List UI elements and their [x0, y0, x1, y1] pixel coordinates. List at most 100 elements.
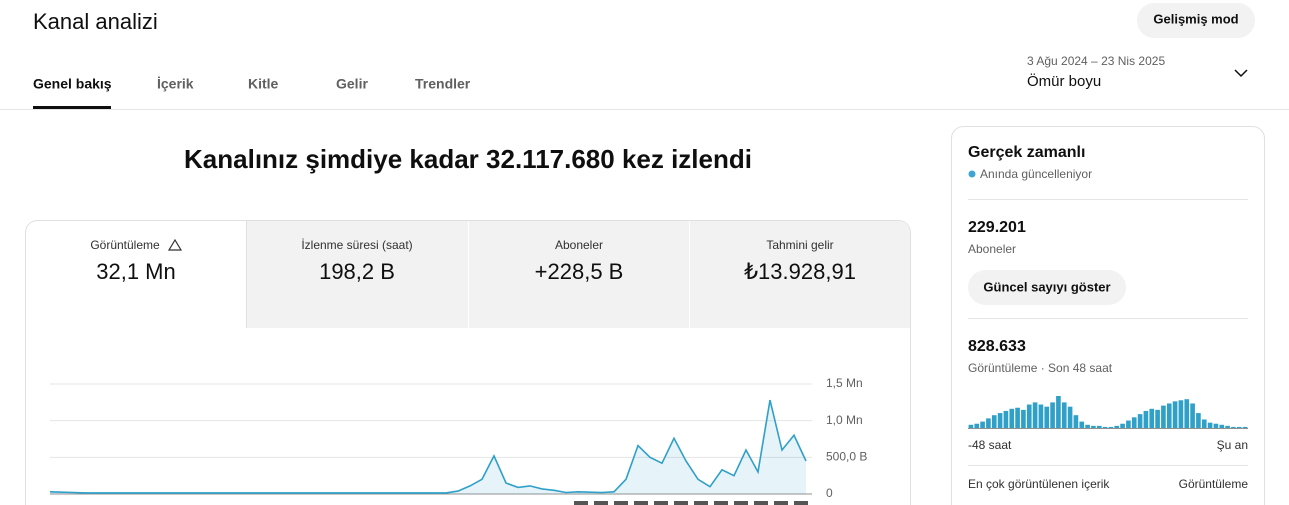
x-axis-end-label: Şu an [1217, 438, 1248, 452]
y-tick-label: 500,0 B [826, 450, 867, 464]
chart-footer-boxes [574, 501, 808, 505]
advanced-mode-button[interactable] [1137, 3, 1255, 38]
bar [1242, 426, 1248, 428]
bar [1108, 426, 1114, 428]
bar [1225, 425, 1230, 428]
bar [1032, 402, 1038, 428]
metric-separator [246, 221, 247, 328]
bar [1003, 410, 1009, 428]
bar [1096, 425, 1102, 428]
y-tick-label: 1,5 Mn [826, 376, 863, 390]
bar [1219, 424, 1225, 428]
metric-separator [468, 221, 469, 328]
warning-icon [167, 238, 183, 251]
bar [1149, 408, 1155, 428]
bar [1061, 402, 1067, 428]
tab[interactable]: Kitle [248, 76, 279, 92]
show-count-button[interactable] [968, 270, 1126, 305]
metric-value[interactable]: ₺13.928,91 [744, 259, 856, 284]
realtime-status: Anında güncelleniyor [980, 167, 1092, 181]
date-range-label[interactable]: Ömür boyu [1027, 72, 1101, 90]
area-fill [50, 400, 806, 494]
bar [1126, 420, 1131, 428]
bar [1079, 421, 1085, 428]
bar [1056, 396, 1061, 428]
bar [1196, 413, 1201, 428]
tab[interactable]: Gelir [336, 76, 368, 92]
bar [986, 418, 991, 428]
bar [1201, 419, 1207, 428]
divider [968, 318, 1248, 319]
show-count-label[interactable]: Güncel sayıyı göster [983, 279, 1110, 294]
active-tab-indicator [33, 106, 111, 109]
live-dot [968, 170, 976, 178]
bar [1009, 408, 1015, 428]
subscriber-label: Aboneler [968, 242, 1016, 256]
bar [980, 421, 985, 428]
metric-value[interactable]: +228,5 B [535, 259, 624, 284]
bar [968, 424, 974, 428]
bar [1073, 415, 1079, 428]
bar [997, 413, 1003, 428]
metric-separator [689, 221, 690, 328]
realtime-title: Gerçek zamanlı [968, 144, 1085, 161]
advanced-mode-label[interactable]: Gelişmiş mod [1153, 11, 1238, 26]
bar [1184, 399, 1190, 428]
metric-tabs-background [246, 221, 910, 328]
bar-baseline [968, 428, 1248, 429]
bar [1067, 406, 1073, 428]
bar [1102, 426, 1108, 428]
bar [1231, 426, 1236, 428]
bar [1026, 404, 1032, 428]
bar [1172, 401, 1178, 428]
bar [1143, 410, 1149, 428]
headline: Kanalınız şimdiye kadar 32.117.680 kez i… [184, 144, 752, 174]
top-content-metric: Görüntüleme [1179, 477, 1249, 491]
y-tick-label: 1,0 Mn [826, 413, 863, 427]
bar [1091, 425, 1096, 428]
bar [1236, 426, 1242, 428]
bar [1050, 402, 1055, 428]
bar [1038, 404, 1044, 428]
x-axis-start-label: -48 saat [968, 438, 1012, 452]
metric-value[interactable]: 32,1 Mn [96, 259, 176, 284]
y-tick-label: 0 [826, 486, 833, 500]
top-content-label: En çok görüntülenen içerik [968, 477, 1110, 491]
bar [1166, 403, 1172, 428]
dropdown-chevron[interactable] [1234, 69, 1248, 78]
bar [1015, 407, 1020, 428]
metric-value[interactable]: 198,2 B [319, 259, 395, 284]
bar [1213, 423, 1219, 428]
bar [1207, 422, 1213, 428]
bar [1131, 417, 1137, 428]
bar [1190, 403, 1195, 428]
views-label: Görüntüleme · Son 48 saat [968, 361, 1113, 375]
page-title: Kanal analizi [33, 9, 158, 34]
tab[interactable]: İçerik [157, 76, 194, 92]
bar [1178, 400, 1184, 428]
bar [1114, 425, 1120, 428]
divider [0, 109, 1289, 110]
bar [1137, 414, 1143, 428]
bar [1085, 424, 1090, 428]
metric-label[interactable]: Görüntüleme [90, 238, 160, 252]
metric-label[interactable]: Aboneler [555, 238, 603, 252]
tab[interactable]: Genel bakış [33, 76, 112, 92]
bar [1155, 409, 1160, 428]
divider [968, 465, 1248, 466]
views-count: 828.633 [968, 338, 1026, 355]
metric-label[interactable]: İzlenme süresi (saat) [301, 238, 412, 252]
tab[interactable]: Trendler [415, 76, 471, 92]
metric-label[interactable]: Tahmini gelir [766, 238, 833, 252]
bar [1161, 405, 1166, 428]
bar [1044, 406, 1050, 428]
date-range[interactable]: 3 Ağu 2024 – 23 Nis 2025 [1027, 54, 1165, 68]
bar [991, 415, 997, 428]
bar [1021, 409, 1026, 428]
subscriber-count: 229.201 [968, 219, 1026, 236]
bar [1120, 423, 1125, 428]
divider [968, 199, 1248, 200]
area-line [49, 399, 807, 494]
